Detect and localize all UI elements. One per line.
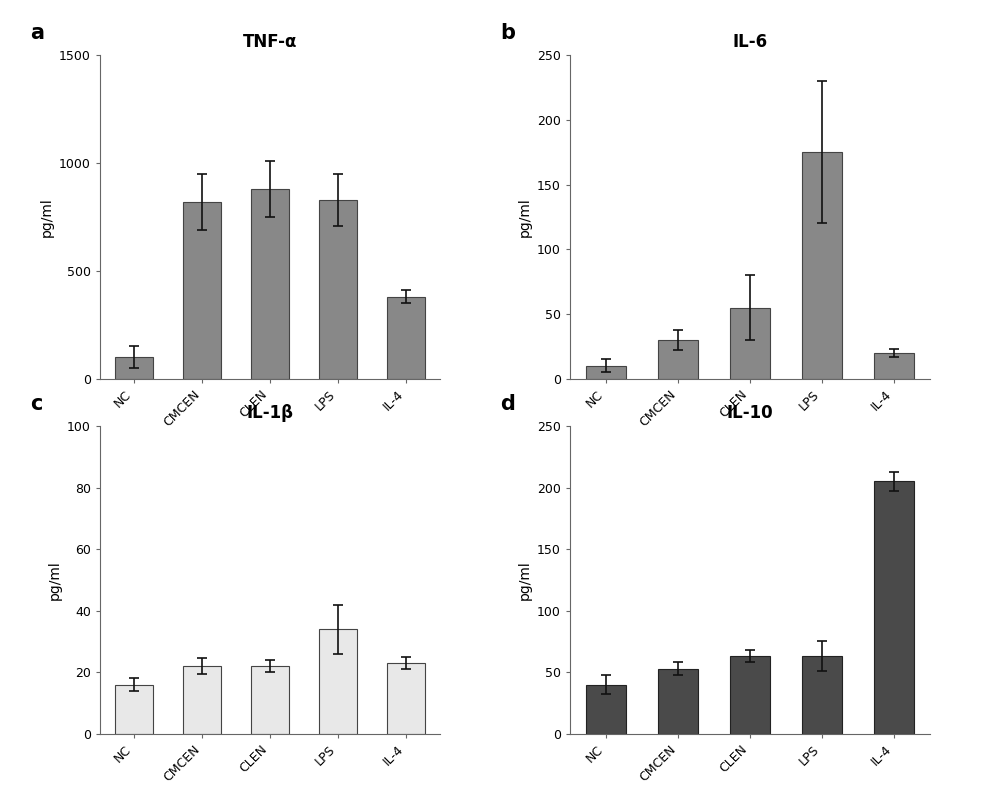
Bar xyxy=(319,200,357,379)
Text: a: a xyxy=(30,24,44,43)
Text: c: c xyxy=(30,394,42,414)
Bar xyxy=(802,656,842,734)
Text: b: b xyxy=(500,24,515,43)
Bar xyxy=(115,685,153,734)
Bar xyxy=(387,297,425,379)
Bar xyxy=(874,481,914,734)
Bar xyxy=(730,656,770,734)
Bar xyxy=(658,340,698,379)
Bar xyxy=(183,666,221,734)
Title: TNF-α: TNF-α xyxy=(243,33,297,51)
Bar xyxy=(183,202,221,379)
Bar xyxy=(586,685,626,734)
Bar xyxy=(251,189,289,379)
Bar xyxy=(658,668,698,734)
Y-axis label: pg/ml: pg/ml xyxy=(48,560,62,600)
Bar xyxy=(874,353,914,379)
Text: d: d xyxy=(500,394,515,414)
Y-axis label: pg/ml: pg/ml xyxy=(518,197,532,237)
Bar xyxy=(802,152,842,379)
Title: IL-1β: IL-1β xyxy=(246,404,294,422)
Bar xyxy=(730,308,770,379)
Bar xyxy=(586,366,626,379)
Bar xyxy=(251,666,289,734)
Y-axis label: pg/ml: pg/ml xyxy=(40,197,54,237)
Title: IL-10: IL-10 xyxy=(727,404,773,422)
Y-axis label: pg/ml: pg/ml xyxy=(518,560,532,600)
Bar xyxy=(115,357,153,379)
Bar xyxy=(319,629,357,734)
Bar xyxy=(387,663,425,734)
Title: IL-6: IL-6 xyxy=(732,33,768,51)
